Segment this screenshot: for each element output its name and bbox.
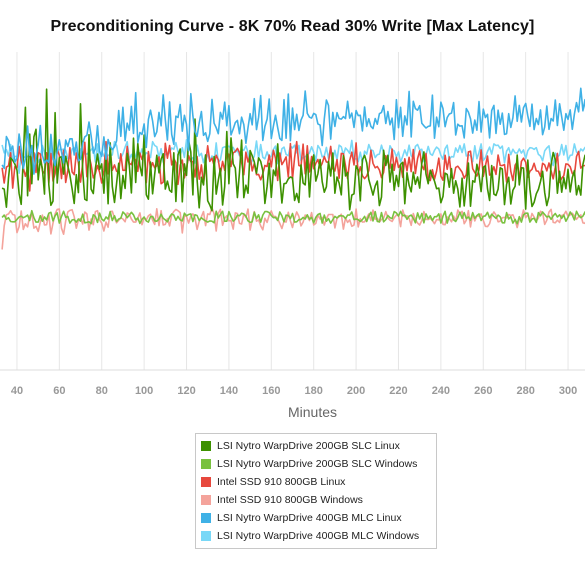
legend-label: LSI Nytro WarpDrive 200GB SLC Windows <box>217 458 418 470</box>
grid-lines <box>0 52 585 371</box>
x-tick-label-200: 200 <box>347 385 365 397</box>
x-tick-label-120: 120 <box>177 385 195 397</box>
legend-swatch <box>201 477 211 487</box>
legend-swatch <box>201 513 211 523</box>
legend: LSI Nytro WarpDrive 200GB SLC Linux LSI N… <box>195 433 437 549</box>
x-tick-label-300: 300 <box>559 385 577 397</box>
series-line-2 <box>1 140 585 192</box>
legend-item-2: Intel SSD 910 800GB Linux <box>196 473 436 491</box>
legend-swatch <box>201 459 211 469</box>
x-tick-label-40: 40 <box>11 385 23 397</box>
x-tick-label-260: 260 <box>474 385 492 397</box>
x-tick-labels: 40 60 80 100 120 140 160 180 200 220 240 260 280 300 <box>11 385 577 397</box>
legend-item-1: LSI Nytro WarpDrive 200GB SLC Windows <box>196 455 436 473</box>
chart-title: Preconditioning Curve - 8K 70% Read 30% … <box>50 18 535 35</box>
x-tick-label-80: 80 <box>96 385 108 397</box>
series-line-3 <box>1 207 585 250</box>
legend-swatch <box>201 441 211 451</box>
legend-label: LSI Nytro WarpDrive 200GB SLC Linux <box>217 440 400 452</box>
x-tick-label-160: 160 <box>262 385 280 397</box>
legend-item-4: LSI Nytro WarpDrive 400GB MLC Linux <box>196 509 436 527</box>
chart-plot-area: 40 60 80 100 120 140 160 180 200 220 240 260 280 300 <box>0 52 585 397</box>
x-tick-label-100: 100 <box>135 385 153 397</box>
legend-swatch <box>201 495 211 505</box>
legend-label: Intel SSD 910 800GB Windows <box>217 494 363 506</box>
x-tick-label-180: 180 <box>305 385 323 397</box>
legend-item-0: LSI Nytro WarpDrive 200GB SLC Linux <box>196 437 436 455</box>
x-axis-label: Minutes <box>287 404 338 420</box>
legend-swatch <box>201 531 211 541</box>
series-lines <box>1 87 585 250</box>
legend-item-5: LSI Nytro WarpDrive 400GB MLC Windows <box>196 527 436 545</box>
legend-label: LSI Nytro WarpDrive 400GB MLC Windows <box>217 530 420 542</box>
legend-label: Intel SSD 910 800GB Linux <box>217 476 346 488</box>
series-line-0 <box>1 88 585 212</box>
x-tick-label-240: 240 <box>432 385 450 397</box>
x-tick-label-220: 220 <box>389 385 407 397</box>
series-line-1 <box>1 209 585 225</box>
x-tick-label-280: 280 <box>516 385 534 397</box>
series-line-4 <box>1 87 585 175</box>
legend-label: LSI Nytro WarpDrive 400GB MLC Linux <box>217 512 402 524</box>
x-tick-label-140: 140 <box>220 385 238 397</box>
legend-item-3: Intel SSD 910 800GB Windows <box>196 491 436 509</box>
x-tick-label-60: 60 <box>53 385 65 397</box>
